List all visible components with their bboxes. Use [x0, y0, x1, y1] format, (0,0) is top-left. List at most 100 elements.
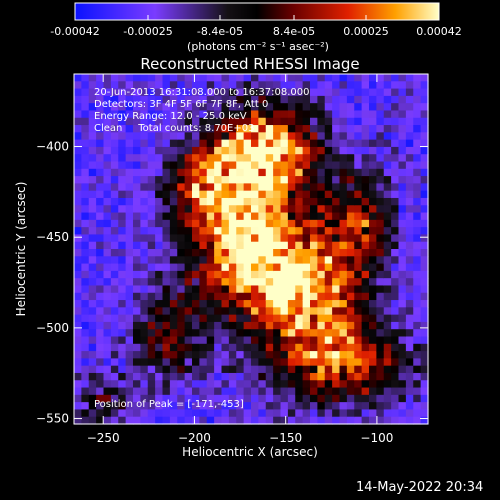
heatmap-cell — [118, 95, 127, 104]
heatmap-cell — [96, 343, 105, 352]
heatmap-cell — [96, 402, 105, 411]
heatmap-cell — [265, 168, 274, 177]
heatmap-cell — [391, 292, 400, 301]
heatmap-cell — [140, 270, 149, 279]
heatmap-cell — [339, 168, 348, 177]
heatmap-cell — [103, 351, 112, 359]
heatmap-cell — [228, 372, 237, 381]
heatmap-cell — [310, 372, 318, 381]
heatmap-cell — [81, 292, 90, 301]
heatmap-cell — [332, 125, 341, 133]
heatmap-cell — [332, 117, 341, 126]
heatmap-cell — [287, 300, 296, 308]
heatmap-cell — [96, 351, 105, 359]
heatmap-cell — [361, 372, 370, 381]
heatmap-cell — [420, 263, 429, 272]
heatmap-cell — [398, 95, 407, 104]
colorbar-tick-label-0: -0.00042 — [50, 25, 99, 38]
heatmap-cell — [273, 409, 282, 418]
heatmap-cell — [273, 314, 282, 323]
heatmap-cell — [110, 205, 119, 214]
heatmap-cell — [405, 263, 414, 272]
heatmap-cell — [162, 307, 171, 316]
heatmap-cell — [302, 74, 311, 82]
heatmap-cell — [332, 197, 341, 206]
heatmap-cell — [103, 241, 112, 250]
heatmap-cell — [258, 372, 267, 381]
heatmap-cell — [74, 227, 82, 236]
heatmap-cell — [324, 249, 333, 257]
heatmap-cell — [287, 176, 296, 184]
heatmap-cell — [324, 176, 333, 184]
heatmap-cell — [243, 300, 252, 308]
heatmap-cell — [125, 365, 134, 374]
heatmap-cell — [317, 132, 326, 141]
heatmap-cell — [280, 176, 289, 184]
heatmap-cell — [155, 307, 164, 316]
heatmap-cell — [361, 132, 370, 141]
heatmap-cell — [413, 358, 422, 367]
heatmap-cell — [251, 74, 259, 82]
heatmap-cell — [295, 263, 304, 272]
heatmap-cell — [273, 88, 282, 97]
heatmap-cell — [103, 394, 112, 403]
heatmap-cell — [376, 168, 385, 177]
heatmap-cell — [339, 358, 348, 367]
heatmap-cell — [81, 394, 90, 403]
heatmap-cell — [361, 270, 370, 279]
heatmap-cell — [236, 307, 245, 316]
heatmap-cell — [155, 183, 164, 192]
heatmap-cell — [317, 205, 326, 214]
heatmap-cell — [273, 285, 282, 294]
heatmap-cell — [273, 117, 282, 126]
heatmap-cell — [110, 278, 119, 287]
heatmap-cell — [280, 219, 289, 228]
heatmap-cell — [74, 183, 82, 192]
heatmap-cell — [228, 132, 237, 141]
heatmap-cell — [273, 103, 282, 112]
heatmap-cell — [236, 394, 245, 403]
heatmap-cell — [302, 95, 311, 104]
heatmap-cell — [339, 263, 348, 272]
heatmap-cell — [88, 74, 97, 82]
heatmap-cell — [96, 365, 105, 374]
heatmap-cell — [81, 234, 90, 243]
heatmap-cell — [280, 161, 289, 170]
heatmap-cell — [339, 329, 348, 338]
heatmap-cell — [236, 139, 245, 148]
heatmap-cell — [243, 88, 252, 97]
heatmap-cell — [147, 387, 156, 396]
heatmap-cell — [339, 314, 348, 323]
heatmap-cell — [236, 110, 245, 119]
heatmap-cell — [310, 125, 318, 133]
heatmap-cell — [280, 81, 289, 90]
heatmap-cell — [398, 329, 407, 338]
heatmap-cell — [118, 125, 127, 133]
heatmap-cell — [74, 95, 82, 104]
heatmap-cell — [110, 227, 119, 236]
heatmap-cell — [310, 307, 318, 316]
heatmap-cell — [206, 249, 215, 257]
heatmap-cell — [354, 402, 363, 411]
heatmap-cell — [103, 285, 112, 294]
heatmap-cell — [287, 110, 296, 119]
heatmap-cell — [88, 394, 97, 403]
heatmap-cell — [74, 88, 82, 97]
heatmap-cell — [88, 270, 97, 279]
heatmap-cell — [332, 358, 341, 367]
heatmap-cell — [88, 81, 97, 90]
heatmap-cell — [295, 161, 304, 170]
heatmap-cell — [184, 380, 193, 389]
heatmap-cell — [420, 88, 429, 97]
heatmap-cell — [96, 372, 105, 381]
heatmap-cell — [413, 139, 422, 148]
heatmap-cell — [405, 314, 414, 323]
heatmap-cell — [317, 249, 326, 257]
heatmap-cell — [273, 227, 282, 236]
heatmap-cell — [192, 314, 200, 323]
heatmap-cell — [133, 351, 141, 359]
heatmap-cell — [192, 110, 200, 119]
heatmap-cell — [147, 168, 156, 177]
heatmap-cell — [317, 307, 326, 316]
